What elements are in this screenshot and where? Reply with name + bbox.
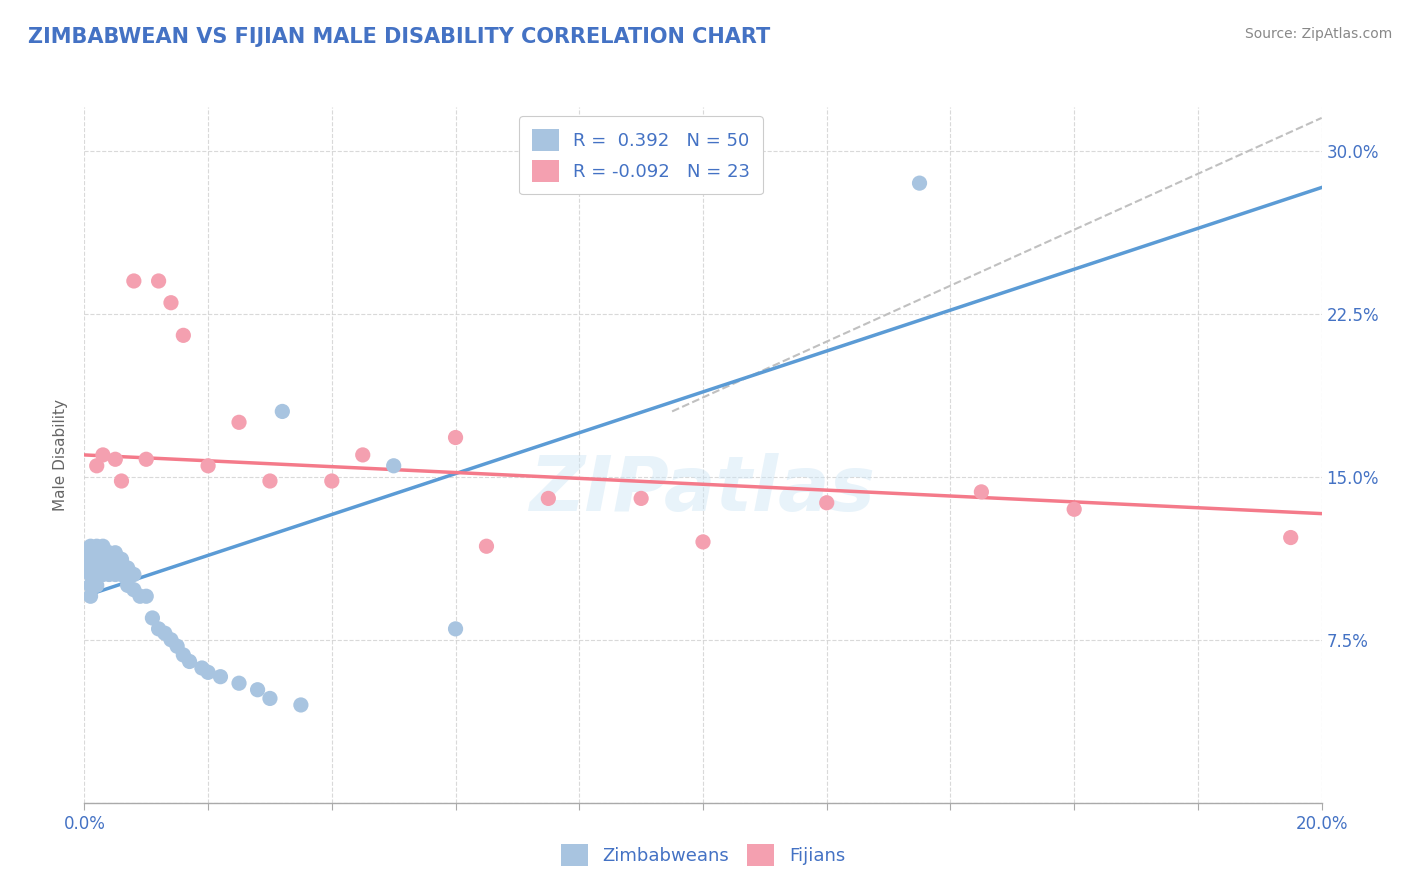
Point xyxy=(815,496,838,510)
Point xyxy=(197,458,219,473)
Point xyxy=(444,431,467,445)
Point xyxy=(135,589,157,603)
Point xyxy=(166,639,188,653)
Legend: Zimbabweans, Fijians: Zimbabweans, Fijians xyxy=(550,833,856,877)
Point xyxy=(91,448,114,462)
Point xyxy=(290,698,312,712)
Point xyxy=(160,295,183,310)
Point xyxy=(91,539,114,553)
Point xyxy=(117,561,139,575)
Point xyxy=(153,626,176,640)
Point xyxy=(98,546,121,560)
Point xyxy=(104,567,127,582)
Point xyxy=(122,582,145,597)
Point xyxy=(382,458,405,473)
Point xyxy=(98,567,121,582)
Point xyxy=(172,648,194,662)
Point xyxy=(86,561,108,575)
Text: Source: ZipAtlas.com: Source: ZipAtlas.com xyxy=(1244,27,1392,41)
Point xyxy=(104,557,127,571)
Point xyxy=(98,557,121,571)
Point xyxy=(79,578,101,592)
Point xyxy=(86,539,108,553)
Point xyxy=(228,676,250,690)
Point xyxy=(259,691,281,706)
Point xyxy=(110,474,132,488)
Point xyxy=(79,546,101,560)
Point xyxy=(970,484,993,499)
Point xyxy=(209,670,232,684)
Point xyxy=(228,415,250,429)
Point xyxy=(91,557,114,571)
Point xyxy=(1063,502,1085,516)
Point xyxy=(104,546,127,560)
Point xyxy=(692,535,714,549)
Point xyxy=(141,611,163,625)
Point xyxy=(537,491,560,506)
Y-axis label: Male Disability: Male Disability xyxy=(53,399,69,511)
Point xyxy=(79,539,101,553)
Point xyxy=(104,452,127,467)
Point xyxy=(160,632,183,647)
Point xyxy=(191,661,214,675)
Point xyxy=(352,448,374,462)
Point xyxy=(79,552,101,566)
Text: ZIPatlas: ZIPatlas xyxy=(530,453,876,526)
Text: ZIMBABWEAN VS FIJIAN MALE DISABILITY CORRELATION CHART: ZIMBABWEAN VS FIJIAN MALE DISABILITY COR… xyxy=(28,27,770,46)
Point xyxy=(271,404,294,418)
Point xyxy=(86,578,108,592)
Point xyxy=(86,552,108,566)
Point xyxy=(475,539,498,553)
Point xyxy=(148,274,170,288)
Point xyxy=(79,567,101,582)
Point xyxy=(135,452,157,467)
Point xyxy=(86,458,108,473)
Point xyxy=(148,622,170,636)
Point xyxy=(110,567,132,582)
Point xyxy=(79,561,101,575)
Point xyxy=(86,546,108,560)
Point xyxy=(1279,531,1302,545)
Point xyxy=(179,655,201,669)
Point xyxy=(197,665,219,680)
Point xyxy=(172,328,194,343)
Point xyxy=(79,557,101,571)
Point xyxy=(79,589,101,603)
Point xyxy=(246,682,269,697)
Point xyxy=(91,546,114,560)
Point xyxy=(630,491,652,506)
Point xyxy=(444,622,467,636)
Point xyxy=(321,474,343,488)
Point xyxy=(86,567,108,582)
Point xyxy=(122,567,145,582)
Point xyxy=(110,552,132,566)
Point xyxy=(122,274,145,288)
Point xyxy=(259,474,281,488)
Point xyxy=(91,567,114,582)
Point xyxy=(117,578,139,592)
Point xyxy=(908,176,931,190)
Point xyxy=(129,589,152,603)
